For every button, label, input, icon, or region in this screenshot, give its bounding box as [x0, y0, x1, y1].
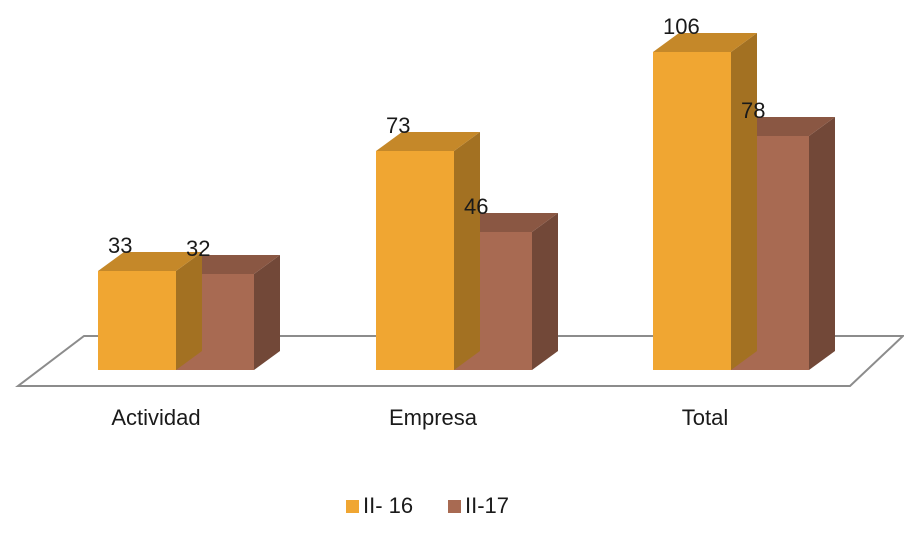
data-label-ii-16-total: 106: [663, 14, 700, 39]
data-label-ii-17-actividad: 32: [186, 236, 210, 261]
legend-swatch: [346, 500, 359, 513]
legend-swatch: [448, 500, 461, 513]
data-label-ii-16-empresa: 73: [386, 113, 410, 138]
legend-item-ii-17: II-17: [448, 493, 509, 518]
legend-label: II- 16: [363, 493, 413, 518]
bar-top: [98, 252, 202, 271]
legend: II- 16 II-17: [346, 493, 509, 518]
category-label-actividad: Actividad: [111, 405, 200, 430]
bar-ii-16-empresa: [376, 132, 480, 370]
bar-front: [376, 151, 454, 370]
bar-group-total: [653, 33, 835, 370]
bar-side: [809, 117, 835, 370]
bar-group-empresa: [376, 132, 558, 370]
bar-front: [653, 52, 731, 370]
bar-front: [98, 271, 176, 370]
bar-top: [653, 33, 757, 52]
bars-layer: [98, 33, 835, 370]
data-label-ii-16-actividad: 33: [108, 233, 132, 258]
bar-side: [454, 132, 480, 370]
chart-floor: [15, 335, 904, 387]
bar-side: [254, 255, 280, 370]
data-label-ii-17-empresa: 46: [464, 194, 488, 219]
bar-side: [176, 252, 202, 370]
legend-item-ii-16: II- 16: [346, 493, 413, 518]
category-label-total: Total: [682, 405, 728, 430]
bar-group-actividad: [98, 252, 280, 370]
data-label-ii-17-total: 78: [741, 98, 765, 123]
bar-ii-16-total: [653, 33, 757, 370]
labels-layer: 32 33 46 73 78 106: [108, 14, 765, 261]
category-axis: Actividad Empresa Total: [111, 405, 728, 430]
bar-side: [731, 33, 757, 370]
bar-top: [376, 132, 480, 151]
bar-ii-16-actividad: [98, 252, 202, 370]
category-label-empresa: Empresa: [389, 405, 478, 430]
bar-side: [532, 213, 558, 370]
legend-label: II-17: [465, 493, 509, 518]
